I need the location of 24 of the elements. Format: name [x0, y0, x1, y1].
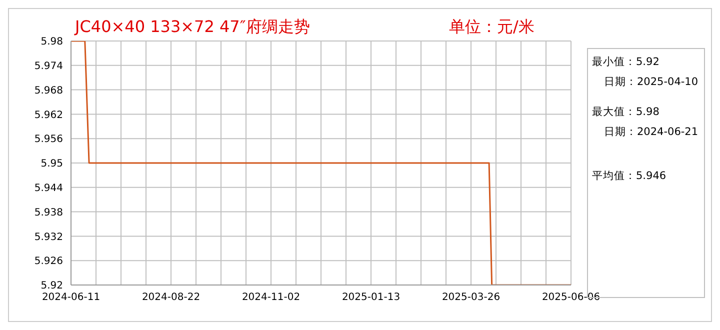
y-tick-label: 5.974 [34, 60, 63, 72]
y-tick-label: 5.938 [34, 207, 63, 218]
y-tick-label: 5.92 [40, 280, 63, 292]
y-tick-label: 5.944 [34, 182, 63, 194]
text: 最小值：5.92 [592, 55, 660, 69]
y-tick-label: 5.926 [34, 256, 63, 268]
y-tick-label: 5.968 [34, 85, 63, 96]
x-tick-label: 2024-08-22 [142, 292, 200, 304]
x-tick-label: 2024-06-11 [42, 292, 100, 304]
y-tick-label: 5.95 [40, 158, 63, 170]
chart-title: JC40×40 133×72 47″府绸走势 [75, 17, 310, 38]
text: 日期：2025-04-10 [604, 75, 700, 89]
x-tick-label: 2024-11-02 [242, 292, 300, 304]
text: 平均值：5.946 [592, 169, 668, 183]
text: 日期：2024-06-21 [604, 125, 700, 139]
y-tick-label: 5.956 [34, 134, 63, 146]
y-tick-label: 5.98 [40, 36, 63, 48]
y-tick-label: 5.932 [34, 232, 63, 243]
x-tick-label: 2025-03-26 [442, 292, 500, 304]
x-tick-label: 2025-06-06 [542, 292, 600, 304]
y-tick-label: 5.962 [34, 110, 63, 121]
x-tick-label: 2025-01-13 [342, 292, 400, 304]
chart-subtitle: 单位：元/米 [449, 17, 534, 38]
text: 最大值：5.98 [592, 105, 660, 119]
